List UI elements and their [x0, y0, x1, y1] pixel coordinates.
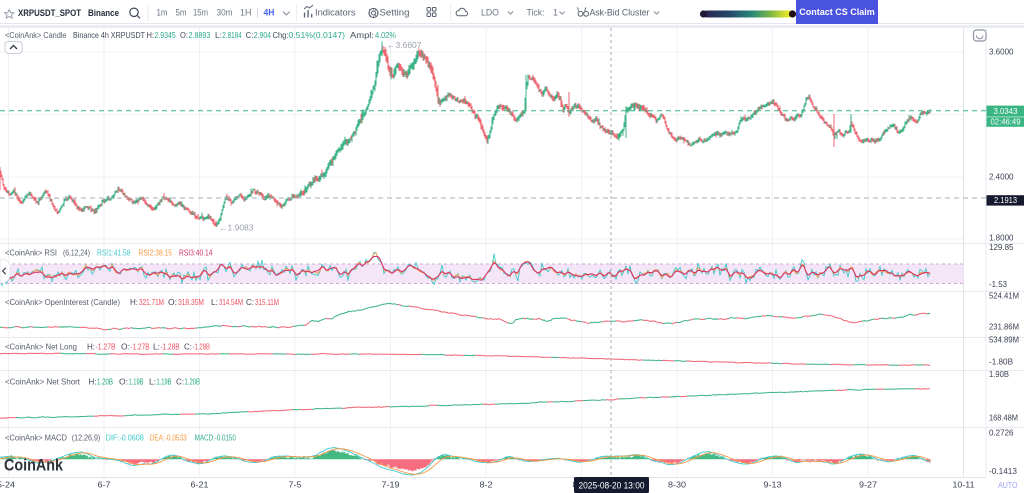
svg-text:Setting: Setting: [380, 8, 410, 18]
svg-text:8-2: 8-2: [480, 479, 493, 489]
svg-text:3.0343: 3.0343: [994, 106, 1018, 116]
svg-text:0.2726: 0.2726: [989, 428, 1014, 438]
svg-text:Ask-Bid Cluster: Ask-Bid Cluster: [590, 8, 650, 18]
svg-text:XRPUSDT_SPOT: XRPUSDT_SPOT: [18, 8, 81, 18]
svg-text:4H: 4H: [264, 8, 275, 18]
svg-text:8-30: 8-30: [668, 479, 686, 489]
svg-text:←3.6607: ←3.6607: [387, 40, 422, 50]
svg-text:Tick:: Tick:: [527, 8, 545, 18]
svg-text:2.1913: 2.1913: [994, 195, 1017, 205]
svg-text:168.48M: 168.48M: [989, 413, 1018, 423]
svg-text:←1.9083: ←1.9083: [219, 223, 254, 233]
svg-text:10-11: 10-11: [953, 479, 975, 489]
svg-text:5m: 5m: [176, 8, 187, 18]
svg-text:2025-08-20 13:00: 2025-08-20 13:00: [579, 481, 645, 491]
svg-text:534.89M: 534.89M: [989, 335, 1019, 345]
svg-text:AUTO: AUTO: [998, 480, 1018, 490]
svg-text:-1.53: -1.53: [989, 279, 1007, 289]
svg-text:9-27: 9-27: [859, 479, 877, 489]
svg-text:-1.80B: -1.80B: [989, 357, 1013, 367]
svg-text:02:46:49: 02:46:49: [991, 118, 1022, 127]
svg-text:15m: 15m: [193, 8, 208, 18]
svg-text:1m: 1m: [157, 8, 168, 18]
svg-text:-0.1413: -0.1413: [989, 466, 1017, 476]
svg-text:CoinAnk: CoinAnk: [4, 457, 64, 475]
svg-text:1: 1: [553, 8, 558, 18]
svg-text:231.86M: 231.86M: [989, 322, 1019, 332]
svg-text:<CoinAnk> OpenInterest (Candle: <CoinAnk> OpenInterest (Candle) H:321.71M…: [5, 297, 279, 307]
svg-text:6-21: 6-21: [191, 479, 209, 489]
svg-text:129.85: 129.85: [989, 242, 1014, 252]
svg-text:6-7: 6-7: [98, 479, 111, 489]
svg-text:1H: 1H: [240, 8, 252, 18]
svg-text:Binance: Binance: [88, 8, 119, 18]
svg-text:<CoinAnk> MACD(12,26,9)DIF:-0.: <CoinAnk> MACD (12,26,9) DIF:-0.0608 DEA:-0…: [5, 433, 236, 443]
svg-text:30m: 30m: [217, 8, 233, 18]
svg-text:7-5: 7-5: [289, 479, 302, 489]
svg-text:524.41M: 524.41M: [989, 291, 1019, 301]
svg-text:Indicators: Indicators: [315, 8, 356, 18]
svg-text:1.90B: 1.90B: [989, 369, 1009, 379]
svg-text:2.4000: 2.4000: [989, 172, 1014, 182]
svg-text:9-13: 9-13: [764, 479, 782, 489]
svg-text:1.8000: 1.8000: [989, 233, 1014, 243]
svg-text:LDO: LDO: [481, 8, 499, 18]
svg-text:3.6000: 3.6000: [989, 47, 1014, 57]
svg-text:<CoinAnk> RSI(6,12,24)RSI1:41.: <CoinAnk> RSI (6,12,24) RSI1:41.58 RSI2:38.…: [5, 248, 213, 258]
svg-text:7-19: 7-19: [382, 479, 400, 489]
svg-text:5-24: 5-24: [0, 479, 15, 489]
